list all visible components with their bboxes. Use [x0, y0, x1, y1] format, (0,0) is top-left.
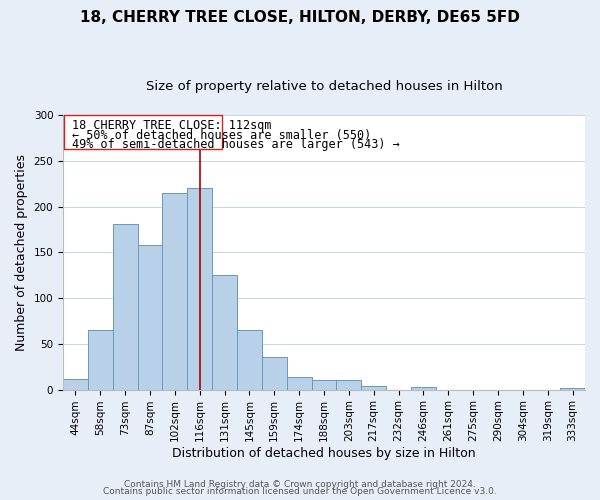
Bar: [163, 193, 187, 390]
Text: 49% of semi-detached houses are larger (543) →: 49% of semi-detached houses are larger (…: [72, 138, 400, 151]
X-axis label: Distribution of detached houses by size in Hilton: Distribution of detached houses by size …: [172, 447, 476, 460]
Title: Size of property relative to detached houses in Hilton: Size of property relative to detached ho…: [146, 80, 502, 93]
Bar: [63, 378, 88, 390]
Bar: [262, 356, 287, 390]
Y-axis label: Number of detached properties: Number of detached properties: [15, 154, 28, 351]
Text: 18 CHERRY TREE CLOSE: 112sqm: 18 CHERRY TREE CLOSE: 112sqm: [72, 118, 271, 132]
Bar: [361, 386, 386, 390]
FancyBboxPatch shape: [64, 115, 222, 149]
Bar: [137, 245, 163, 390]
Text: 18, CHERRY TREE CLOSE, HILTON, DERBY, DE65 5FD: 18, CHERRY TREE CLOSE, HILTON, DERBY, DE…: [80, 10, 520, 25]
Bar: [411, 387, 436, 390]
Bar: [337, 380, 361, 390]
Text: ← 50% of detached houses are smaller (550): ← 50% of detached houses are smaller (55…: [72, 128, 371, 141]
Bar: [212, 275, 237, 390]
Bar: [187, 188, 212, 390]
Bar: [88, 330, 113, 390]
Bar: [311, 380, 337, 390]
Bar: [560, 388, 585, 390]
Bar: [287, 377, 311, 390]
Text: Contains public sector information licensed under the Open Government Licence v3: Contains public sector information licen…: [103, 487, 497, 496]
Text: Contains HM Land Registry data © Crown copyright and database right 2024.: Contains HM Land Registry data © Crown c…: [124, 480, 476, 489]
Bar: [113, 224, 137, 390]
Bar: [237, 330, 262, 390]
